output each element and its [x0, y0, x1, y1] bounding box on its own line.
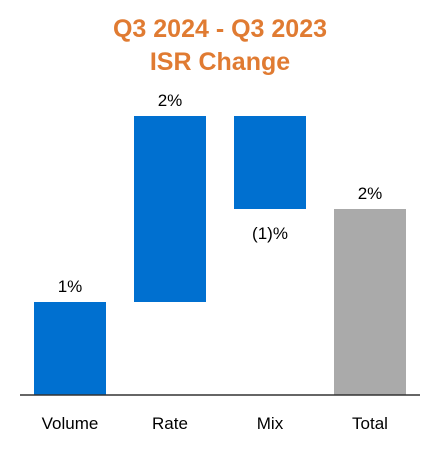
tick-label-mix: Mix [257, 414, 284, 433]
data-label-total: 2% [358, 184, 383, 203]
data-label-volume: 1% [58, 277, 83, 296]
bars-layer [34, 116, 406, 395]
labels-layer: 1% 2% (1)% 2% [58, 91, 383, 296]
tick-label-volume: Volume [42, 414, 99, 433]
bar-volume [34, 302, 106, 395]
bar-mix [234, 116, 306, 209]
tick-label-rate: Rate [152, 414, 188, 433]
data-label-mix: (1)% [252, 224, 288, 243]
bar-rate [134, 116, 206, 302]
chart-subtitle: ISR Change [149, 48, 291, 76]
tick-label-total: Total [352, 414, 388, 433]
bar-total [334, 209, 406, 395]
tick-labels-layer: Volume Rate Mix Total [42, 414, 388, 433]
data-label-rate: 2% [158, 91, 183, 110]
chart-title: Q3 2024 - Q3 2023 [112, 15, 328, 43]
